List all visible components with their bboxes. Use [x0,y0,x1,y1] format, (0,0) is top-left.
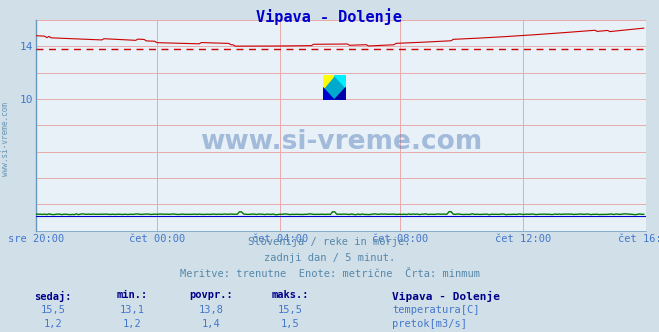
Text: 1,5: 1,5 [281,319,299,329]
Polygon shape [323,75,334,88]
Text: sedaj:: sedaj: [34,290,71,301]
Text: Meritve: trenutne  Enote: metrične  Črta: minmum: Meritve: trenutne Enote: metrične Črta: … [179,269,480,279]
Text: 1,2: 1,2 [43,319,62,329]
Text: Vipava - Dolenje: Vipava - Dolenje [392,290,500,301]
Text: Vipava - Dolenje: Vipava - Dolenje [256,8,403,25]
Text: povpr.:: povpr.: [189,290,233,300]
Text: pretok[m3/s]: pretok[m3/s] [392,319,467,329]
Polygon shape [323,75,346,100]
Text: 1,4: 1,4 [202,319,220,329]
Text: min.:: min.: [116,290,148,300]
Text: 15,5: 15,5 [277,305,302,315]
Polygon shape [323,88,334,100]
Text: 15,5: 15,5 [40,305,65,315]
Text: www.si-vreme.com: www.si-vreme.com [200,129,482,155]
Polygon shape [334,88,346,100]
Text: maks.:: maks.: [272,290,308,300]
Text: www.si-vreme.com: www.si-vreme.com [1,103,10,176]
Text: 13,8: 13,8 [198,305,223,315]
Polygon shape [334,75,346,88]
Text: zadnji dan / 5 minut.: zadnji dan / 5 minut. [264,253,395,263]
Text: Slovenija / reke in morje.: Slovenija / reke in morje. [248,237,411,247]
Text: 13,1: 13,1 [119,305,144,315]
Text: 1,2: 1,2 [123,319,141,329]
Text: temperatura[C]: temperatura[C] [392,305,480,315]
